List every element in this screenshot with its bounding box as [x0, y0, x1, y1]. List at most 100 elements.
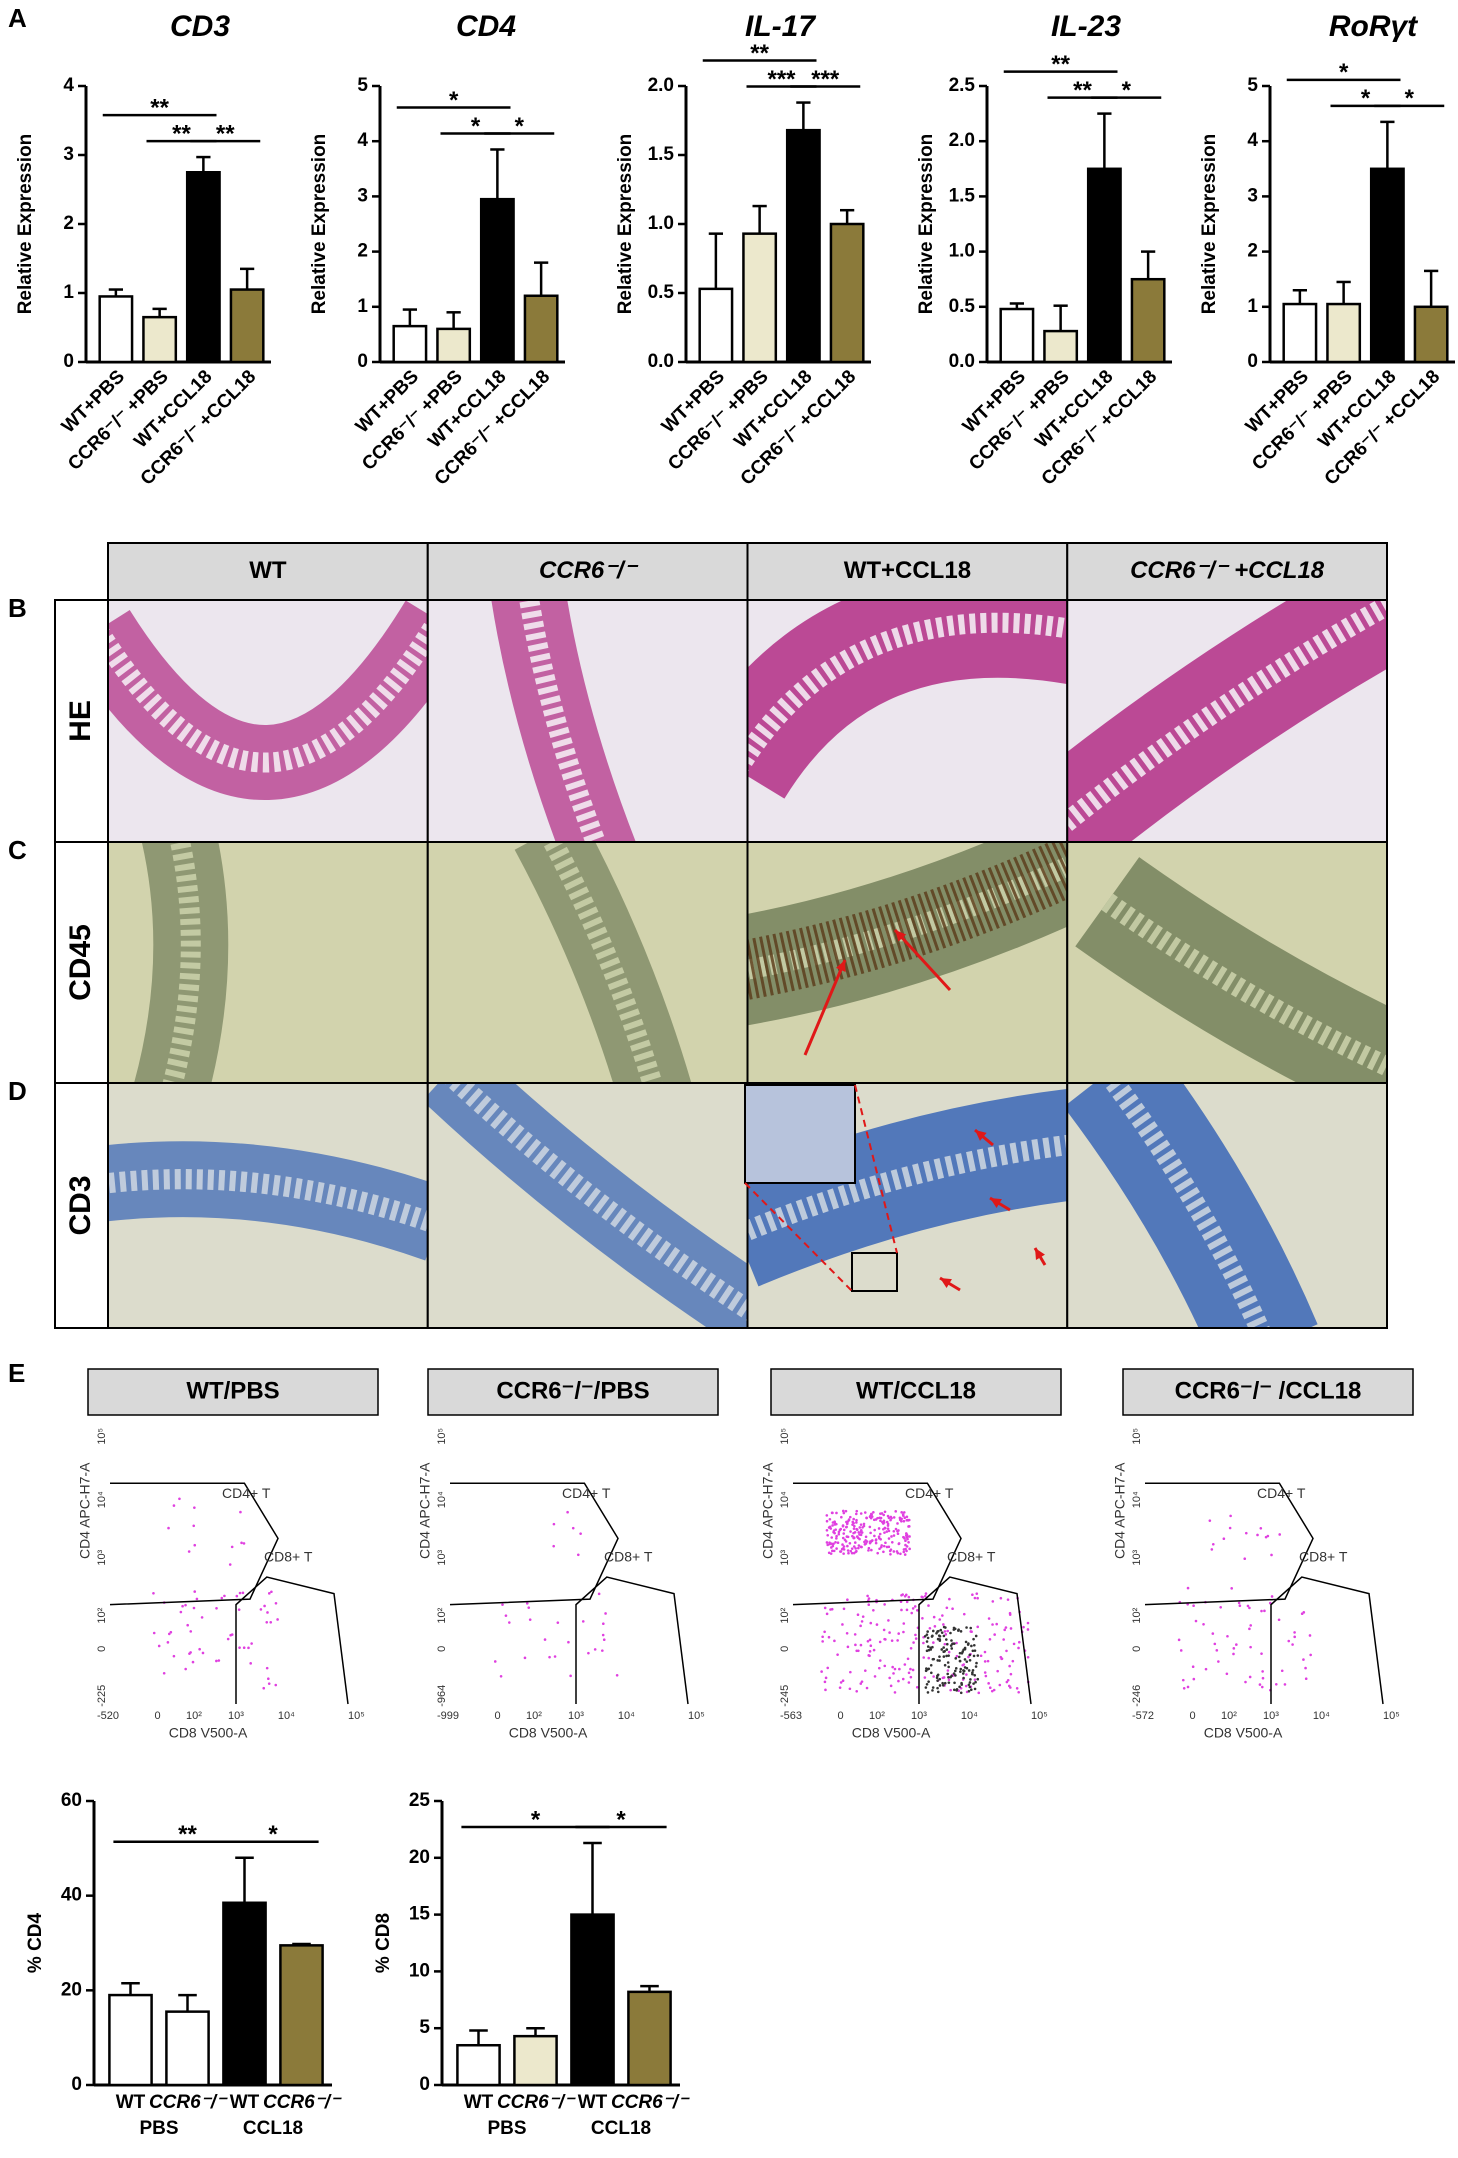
y-tick-label: 0.5 [648, 282, 675, 303]
event-dot [1244, 1680, 1247, 1684]
event-dot [968, 1685, 972, 1689]
event-dot [1026, 1655, 1030, 1659]
event-dot [863, 1543, 867, 1546]
event-dot [615, 1674, 619, 1677]
event-dot [824, 1688, 827, 1692]
event-dot [1215, 1649, 1219, 1652]
event-dot [193, 1506, 196, 1509]
event-dot [556, 1621, 560, 1624]
event-dot [940, 1631, 944, 1634]
bar [222, 1901, 267, 2087]
y-tick-label: 60 [61, 1790, 82, 1811]
gate [1270, 1576, 1384, 1705]
event-dot [837, 1532, 841, 1536]
event-dot [855, 1690, 859, 1693]
event-dot [941, 1676, 945, 1680]
y-tick-label: 10⁴ [779, 1491, 791, 1508]
event-dot [1238, 1604, 1242, 1608]
event-dot [967, 1683, 971, 1687]
event-dot [276, 1618, 279, 1621]
event-dot [1261, 1676, 1265, 1680]
event-dot [587, 1651, 590, 1655]
event-dot [868, 1541, 872, 1545]
y-tick-label: 3 [357, 185, 368, 206]
event-dot [184, 1667, 187, 1671]
event-dot [215, 1659, 218, 1663]
event-dot [874, 1518, 878, 1521]
event-dot [996, 1669, 999, 1673]
event-dot [868, 1525, 872, 1529]
event-dot [988, 1637, 992, 1641]
event-dot [1222, 1537, 1226, 1541]
event-dot [832, 1529, 836, 1532]
event-dot [833, 1523, 837, 1526]
event-dot [220, 1596, 224, 1600]
event-dot [499, 1674, 503, 1678]
y-tick-label: 10⁵ [779, 1428, 791, 1445]
y-tick-label: 0.0 [949, 351, 975, 372]
event-dot [927, 1604, 930, 1607]
event-dot [867, 1597, 871, 1600]
event-dot [825, 1612, 829, 1616]
event-dot [527, 1606, 531, 1609]
event-dot [507, 1621, 511, 1624]
event-dot [909, 1667, 912, 1671]
event-dot [943, 1630, 947, 1633]
event-dot [875, 1623, 879, 1626]
event-dot [969, 1678, 972, 1681]
event-dot [846, 1544, 849, 1548]
event-dot [167, 1632, 171, 1636]
event-dot [969, 1688, 973, 1692]
event-dot [905, 1515, 909, 1519]
event-dot [237, 1608, 241, 1611]
event-dot [940, 1648, 944, 1651]
inset-guide [744, 1182, 853, 1292]
event-dot [855, 1521, 858, 1524]
event-dot [938, 1638, 942, 1641]
event-dot [854, 1643, 857, 1647]
event-dot [566, 1510, 569, 1514]
event-dot [852, 1545, 856, 1548]
event-dot [1186, 1685, 1190, 1689]
event-dot [1015, 1687, 1019, 1690]
event-dot [1232, 1652, 1235, 1656]
event-dot [872, 1510, 875, 1514]
bar [1369, 167, 1405, 364]
event-dot [848, 1515, 852, 1519]
event-dot [968, 1658, 972, 1662]
y-tick-label: 10² [436, 1607, 448, 1623]
event-dot [894, 1527, 898, 1531]
y-tick-label: 10³ [436, 1549, 448, 1565]
event-dot [191, 1660, 195, 1664]
bar [742, 232, 778, 364]
tissue-layer [1067, 600, 1387, 835]
event-dot [902, 1519, 906, 1523]
event-dot [859, 1643, 863, 1647]
event-dot [922, 1656, 926, 1659]
event-dot [931, 1686, 935, 1689]
event-dot [1022, 1625, 1025, 1629]
event-dot [884, 1638, 887, 1641]
event-dot [827, 1551, 831, 1555]
event-dot [954, 1674, 957, 1677]
event-dot [162, 1671, 166, 1675]
event-dot [823, 1680, 827, 1684]
bar [108, 1993, 153, 2087]
y-axis-label: Relative Expression [1199, 134, 1220, 315]
event-dot [973, 1596, 977, 1600]
chart-title: CD4 [456, 10, 516, 43]
y-tick-label: 5 [357, 75, 368, 96]
event-dot [937, 1634, 941, 1637]
event-dot [902, 1511, 906, 1514]
red-arrow [803, 959, 847, 1056]
event-dot [916, 1609, 919, 1612]
event-dot [942, 1625, 946, 1629]
panel-label: E [8, 1358, 25, 1388]
event-dot [886, 1527, 890, 1530]
column-header [1066, 542, 1388, 601]
event-dot [964, 1640, 968, 1644]
event-dot [938, 1659, 941, 1662]
event-dot [928, 1626, 932, 1630]
significance-label: ** [150, 94, 169, 121]
event-dot [947, 1665, 950, 1669]
